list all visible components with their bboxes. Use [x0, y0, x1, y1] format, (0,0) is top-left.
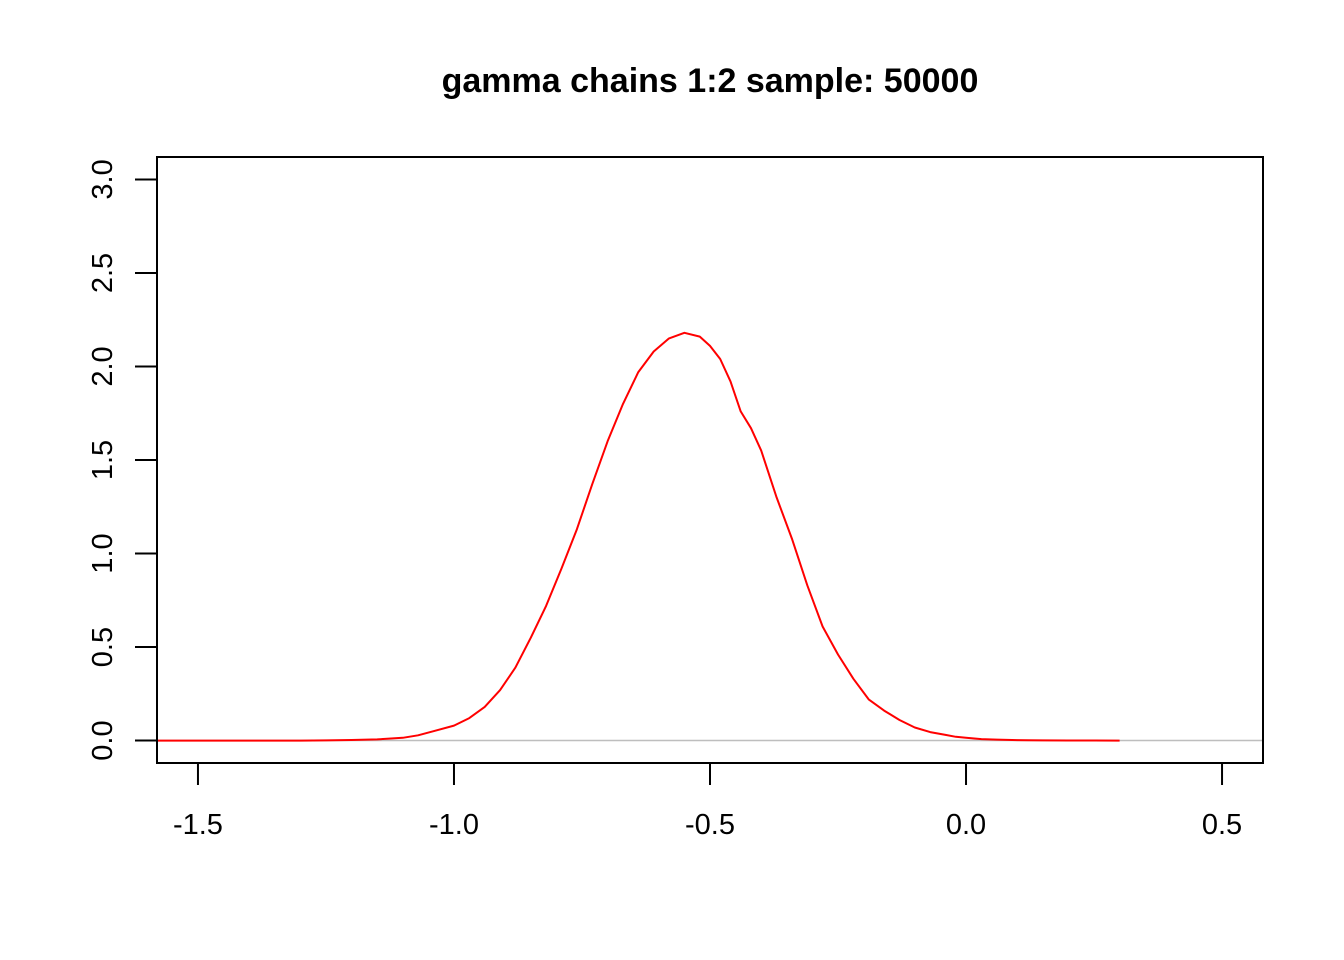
x-tick-label: 0.5: [1202, 809, 1242, 841]
plot-layer: -1.5 -1.0 -0.5 0.0 0.5 0.0 0.5 1.0 1.5 2.0 2.5 3.0: [87, 159, 1263, 841]
plot-frame: [156, 156, 1264, 764]
x-tick-label: -1.0: [429, 809, 479, 841]
y-tick-label: 1.0: [87, 533, 119, 573]
y-tick-label: 0.0: [87, 720, 119, 760]
y-tick-label: 3.0: [87, 159, 119, 199]
density-line-1: [157, 331, 1120, 742]
x-tick-label: -1.5: [173, 809, 223, 841]
x-tick-label: 0.0: [946, 809, 986, 841]
y-tick-label: 0.5: [87, 627, 119, 667]
y-tick-label: 2.0: [87, 346, 119, 386]
x-tick-label: -0.5: [685, 809, 735, 841]
y-tick-label: 2.5: [87, 253, 119, 293]
y-tick-label: 1.5: [87, 440, 119, 480]
chart-title: gamma chains 1:2 sample: 50000: [442, 62, 979, 100]
